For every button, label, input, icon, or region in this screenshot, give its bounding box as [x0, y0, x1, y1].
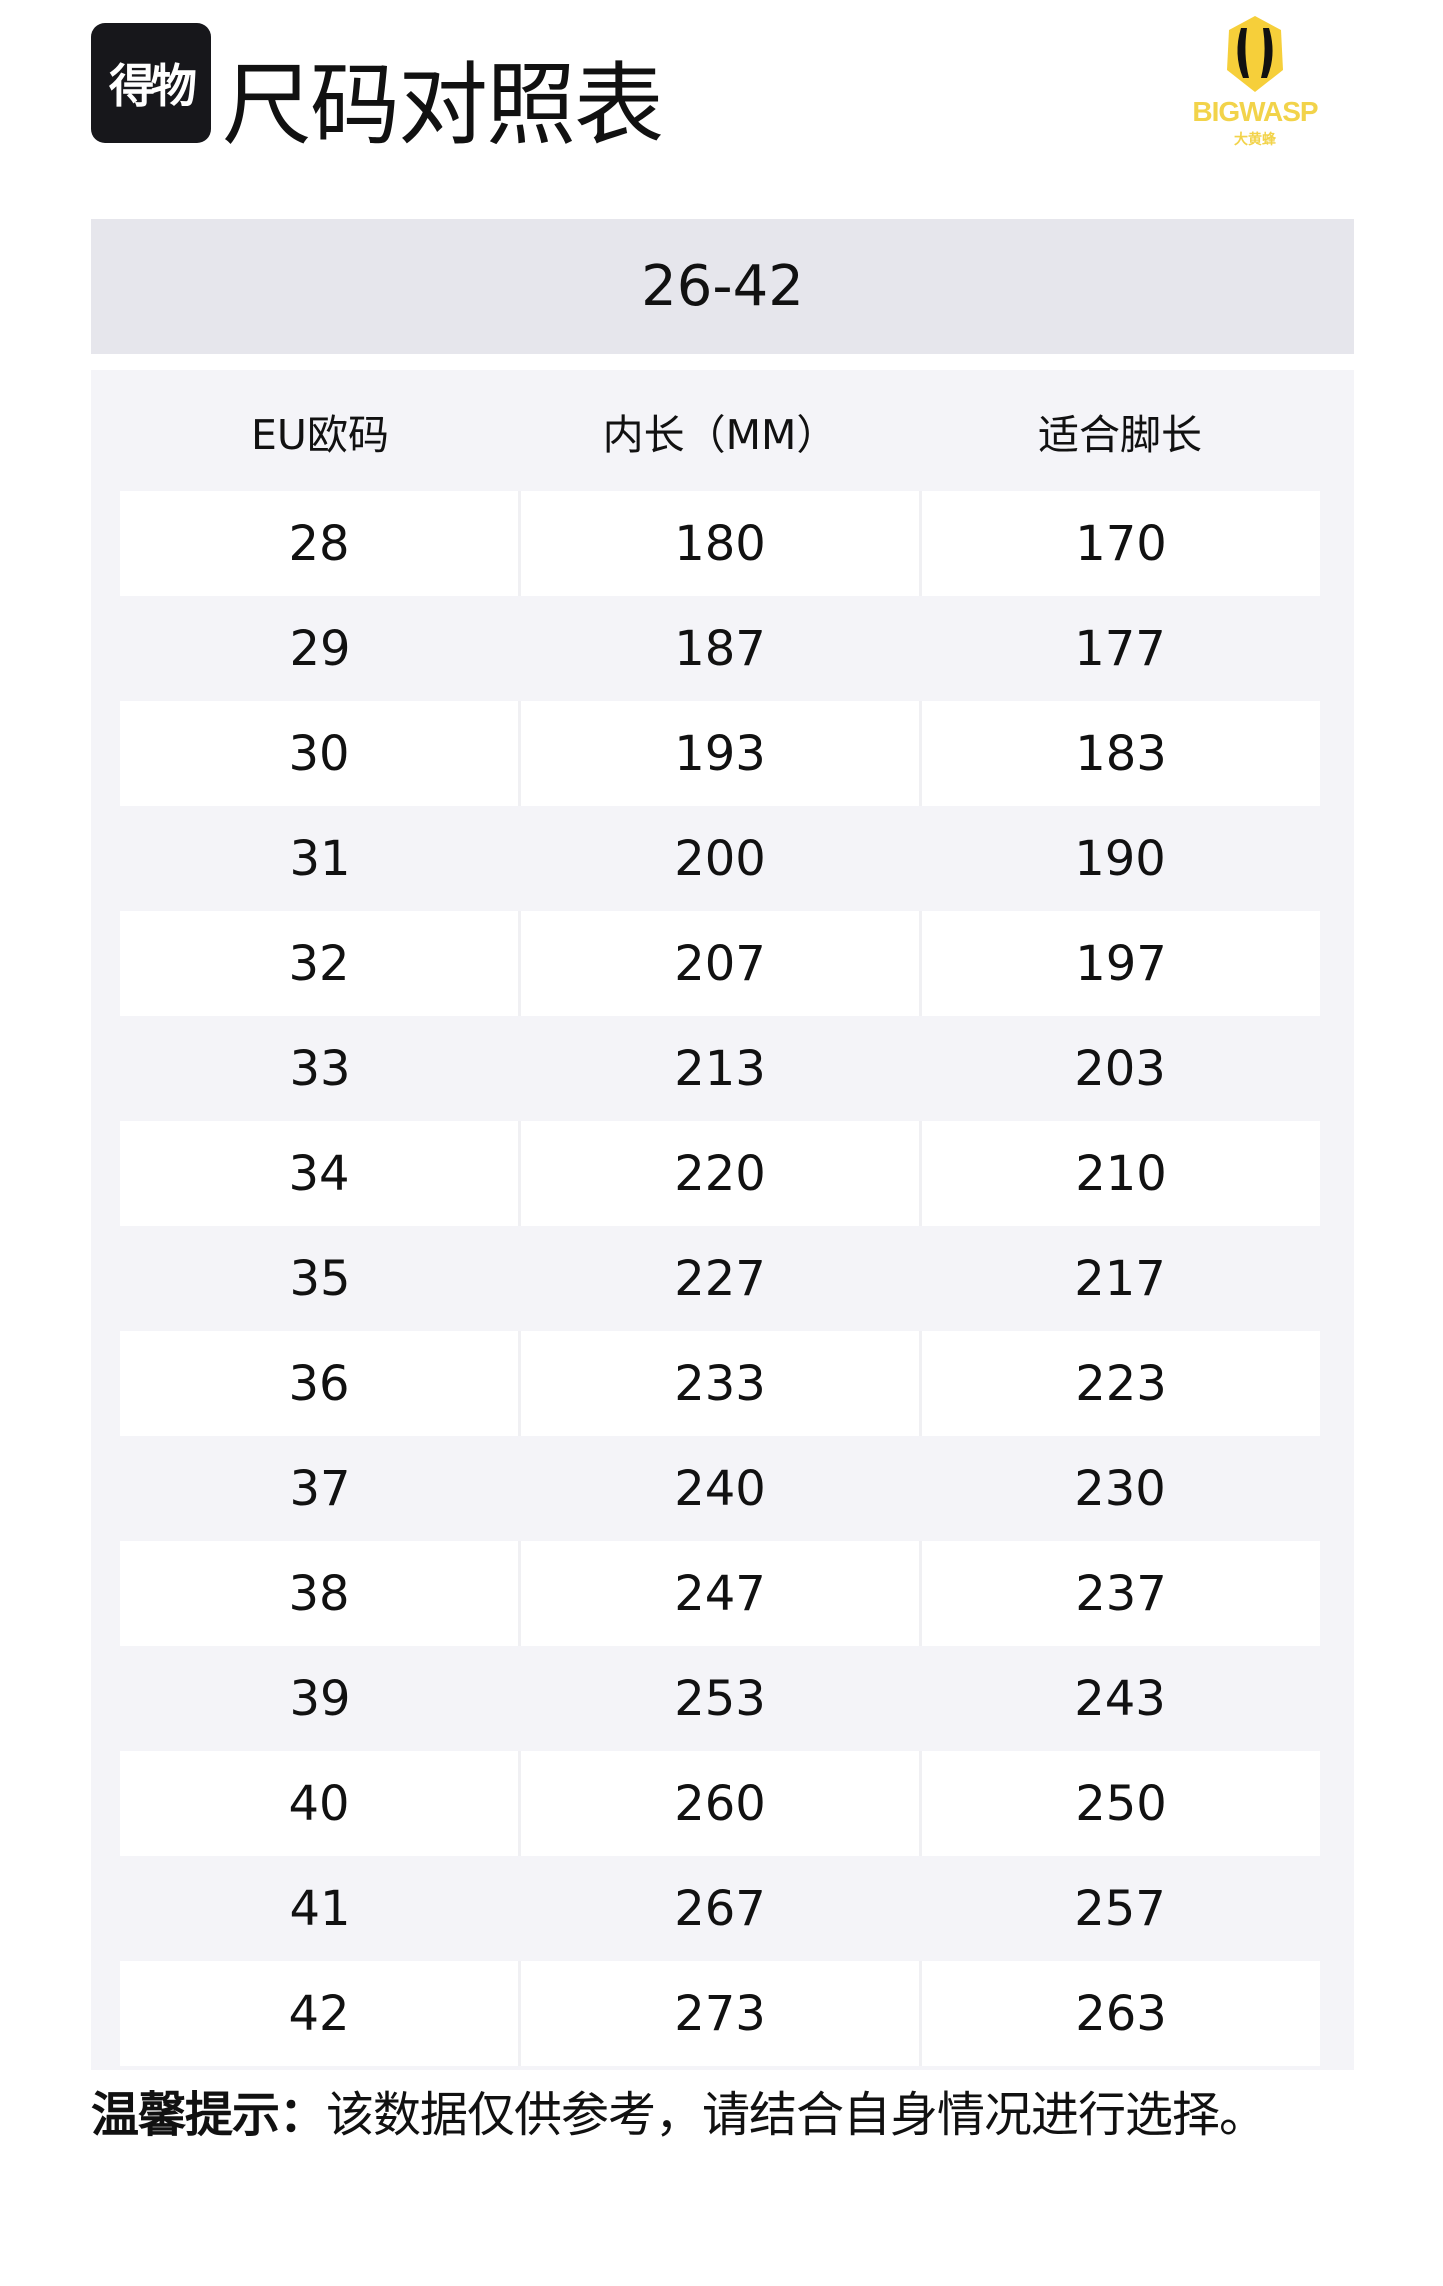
table-cell: 267	[674, 1880, 766, 1937]
page-title: 尺码对照表	[222, 53, 664, 158]
table-cell: 253	[674, 1670, 766, 1727]
table-cell: 41	[289, 1880, 351, 1937]
table-row: 31 200 190	[120, 806, 1320, 911]
table-cell: 180	[518, 491, 919, 596]
table-cell: 233	[518, 1331, 919, 1436]
brand-sub: 大黄蜂	[1234, 132, 1276, 148]
table-cell: 247	[518, 1541, 919, 1646]
table-cell: 39	[289, 1670, 351, 1727]
table-cell: 220	[518, 1121, 919, 1226]
wasp-icon	[1227, 16, 1283, 92]
table-cell: 35	[289, 1250, 351, 1307]
table-cell: 177	[1074, 620, 1166, 677]
table-cell: 227	[674, 1250, 766, 1307]
table-row: 34 220 210	[120, 1121, 1320, 1226]
table-cell: 240	[674, 1460, 766, 1517]
table-cell: 257	[1074, 1880, 1166, 1937]
brand-name: BIGWASP	[1192, 96, 1318, 127]
table-cell: 32	[120, 911, 518, 1016]
table-cell: 28	[120, 491, 518, 596]
table-cell: 36	[120, 1331, 518, 1436]
tip-label: 温馨提示：	[91, 2087, 327, 2143]
table-header: EU欧码 内长（MM） 适合脚长	[120, 370, 1320, 491]
column-header: 内长（MM）	[602, 410, 838, 459]
app-logo: 得物	[91, 23, 211, 143]
size-range-header: 26-42	[91, 219, 1354, 354]
table-cell: 260	[518, 1751, 919, 1856]
table-cell: 207	[518, 911, 919, 1016]
column-header: 适合脚长	[1038, 410, 1202, 459]
table-cell: 40	[120, 1751, 518, 1856]
size-table: EU欧码 内长（MM） 适合脚长 28 180 170 29 187 177 30 193 18…	[91, 370, 1354, 2070]
table-cell: 38	[120, 1541, 518, 1646]
table-cell: 243	[1074, 1670, 1166, 1727]
table-cell: 263	[919, 1961, 1320, 2066]
table-row: 37 240 230	[120, 1436, 1320, 1541]
table-cell: 33	[289, 1040, 351, 1097]
table-cell: 37	[289, 1460, 351, 1517]
table-row: 28 180 170	[120, 491, 1320, 596]
table-cell: 170	[919, 491, 1320, 596]
table-cell: 213	[674, 1040, 766, 1097]
table-cell: 237	[919, 1541, 1320, 1646]
table-row: 32 207 197	[120, 911, 1320, 1016]
table-cell: 30	[120, 701, 518, 806]
table-cell: 42	[120, 1961, 518, 2066]
table-row: 29 187 177	[120, 596, 1320, 701]
brand-logo: BIGWASP 大黄蜂	[1180, 14, 1330, 149]
table-row: 30 193 183	[120, 701, 1320, 806]
table-cell: 197	[919, 911, 1320, 1016]
table-row: 42 273 263	[120, 1961, 1320, 2066]
table-cell: 190	[1074, 830, 1166, 887]
table-row: 33 213 203	[120, 1016, 1320, 1121]
table-cell: 187	[674, 620, 766, 677]
table-cell: 217	[1074, 1250, 1166, 1307]
table-cell: 183	[919, 701, 1320, 806]
table-cell: 34	[120, 1121, 518, 1226]
column-header: EU欧码	[251, 410, 389, 459]
table-cell: 210	[919, 1121, 1320, 1226]
table-cell: 273	[518, 1961, 919, 2066]
app-logo-text: 得物	[109, 59, 197, 113]
table-row: 41 267 257	[120, 1856, 1320, 1961]
tip-note: 温馨提示：该数据仅供参考，请结合自身情况进行选择。	[91, 2085, 1267, 2145]
table-cell: 230	[1074, 1460, 1166, 1517]
table-cell: 193	[518, 701, 919, 806]
table-cell: 29	[289, 620, 351, 677]
table-row: 35 227 217	[120, 1226, 1320, 1331]
table-cell: 223	[919, 1331, 1320, 1436]
table-cell: 250	[919, 1751, 1320, 1856]
table-body: 28 180 170 29 187 177 30 193 183 31 200 190 32 207 197…	[120, 491, 1320, 2066]
table-row: 40 260 250	[120, 1751, 1320, 1856]
table-cell: 200	[674, 830, 766, 887]
table-row: 38 247 237	[120, 1541, 1320, 1646]
tip-text: 该数据仅供参考，请结合自身情况进行选择。	[326, 2087, 1267, 2143]
table-row: 36 233 223	[120, 1331, 1320, 1436]
table-cell: 31	[289, 830, 351, 887]
table-row: 39 253 243	[120, 1646, 1320, 1751]
table-cell: 203	[1074, 1040, 1166, 1097]
